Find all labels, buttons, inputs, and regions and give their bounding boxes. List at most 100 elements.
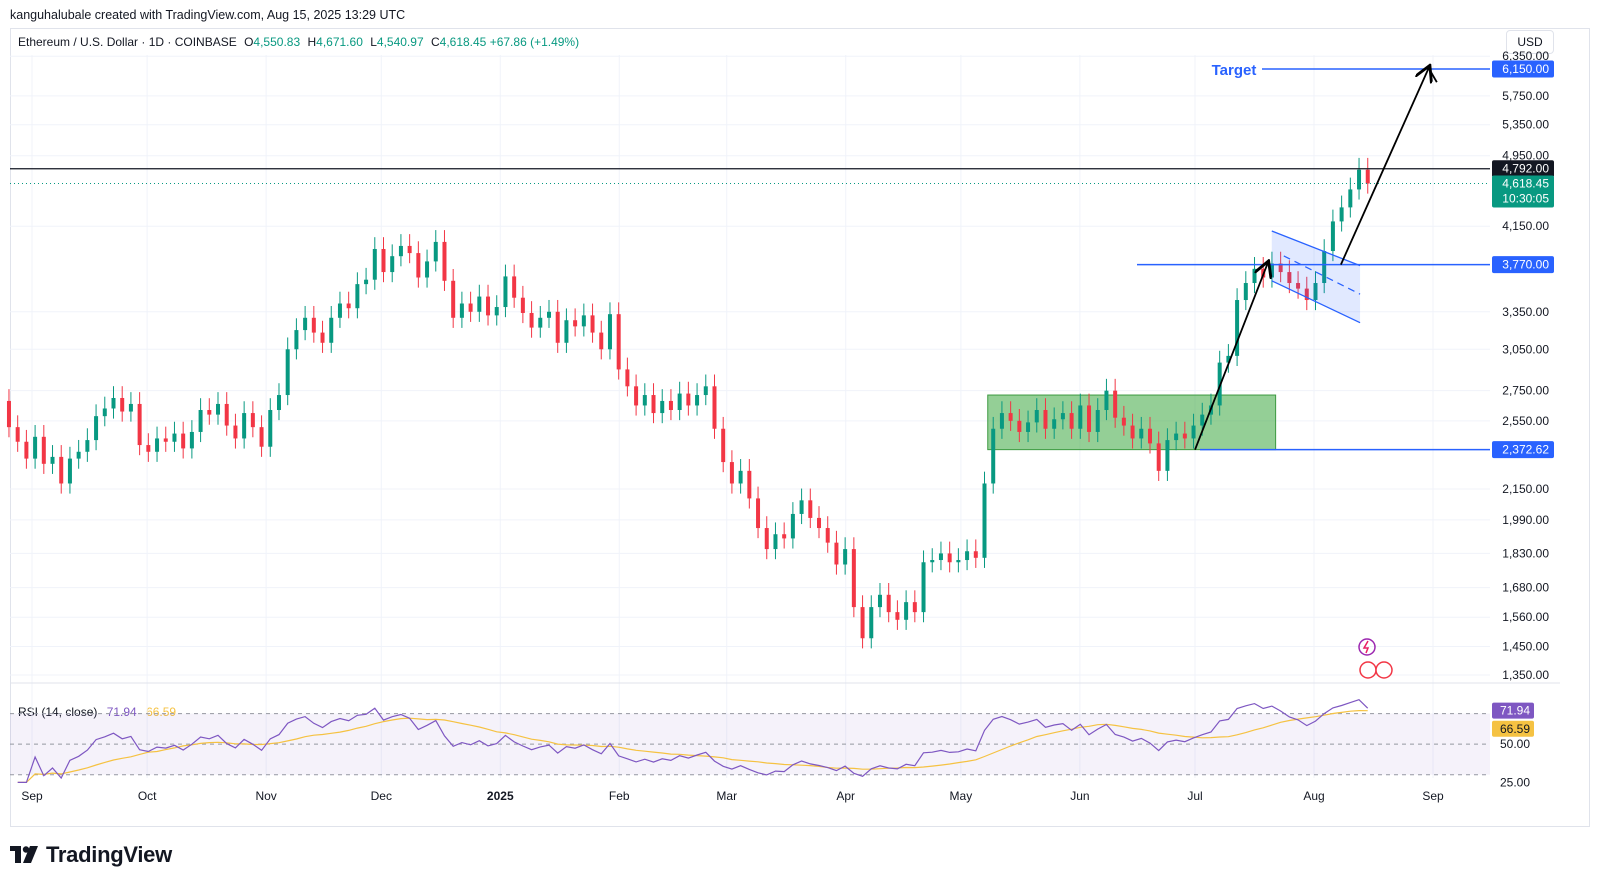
price-tick-label: 6,350.00 <box>1502 49 1549 63</box>
time-tick-label: Sep <box>21 789 43 803</box>
brand-name: TradingView <box>46 842 172 867</box>
bull-flag-channel <box>1271 231 1361 323</box>
candle-body <box>1287 272 1292 284</box>
candle-body <box>1235 300 1240 356</box>
candle-body <box>76 451 81 459</box>
candle-body <box>1147 428 1152 444</box>
candle-body <box>128 403 133 412</box>
candle-body <box>764 528 769 550</box>
candle-body <box>1156 443 1161 471</box>
time-tick-label: Mar <box>716 789 737 803</box>
price-tick-label: 3,050.00 <box>1502 342 1549 356</box>
candle-body <box>494 307 499 316</box>
resistance-price-badge <box>1492 160 1554 178</box>
time-tick-label: May <box>950 789 973 803</box>
candle-body <box>111 397 116 409</box>
range-price-badge-text: 2,372.62 <box>1502 443 1549 457</box>
candle-body <box>703 386 708 396</box>
candle-body <box>259 427 264 447</box>
candle-body <box>1296 283 1301 289</box>
open-label: O <box>244 35 254 49</box>
rsi-legend: RSI (14, close) 71.94 66.59 <box>18 705 176 719</box>
rsi-tick-label: 25.00 <box>1500 775 1530 789</box>
candle-body <box>512 276 517 298</box>
tradingview-logo-icon <box>10 846 38 863</box>
candle-body <box>503 276 508 308</box>
candle-body <box>1113 390 1118 418</box>
target-price-badge <box>1492 60 1554 78</box>
candle-body <box>242 413 247 439</box>
candle-body <box>346 303 351 309</box>
candle-body <box>817 517 822 529</box>
high-value: 4,671.60 <box>316 35 363 49</box>
candle-body <box>616 314 621 370</box>
candle-body <box>50 456 55 464</box>
rsi-title[interactable]: RSI (14, close) <box>18 705 98 719</box>
resistance-price-badge-text: 4,792.00 <box>1502 162 1549 176</box>
candle-body <box>59 456 64 484</box>
candle-body <box>24 441 29 459</box>
candlesticks <box>6 157 1370 649</box>
candle-body <box>329 317 334 343</box>
candle-body <box>869 607 874 639</box>
symbol-name[interactable]: Ethereum / U.S. Dollar · 1D · COINBASE <box>18 35 237 49</box>
candle-body <box>973 551 978 558</box>
candle-body <box>799 500 804 514</box>
candle-body <box>546 311 551 318</box>
candle-body <box>634 386 639 406</box>
candle-body <box>1034 410 1039 423</box>
candle-body <box>442 241 447 281</box>
candle-body <box>982 483 987 558</box>
candle-body <box>372 248 377 280</box>
range-price-badge <box>1492 441 1554 459</box>
candle-body <box>1121 417 1126 426</box>
candle-body <box>294 330 299 350</box>
candle-body <box>459 303 464 318</box>
price-tick-label: 3,350.00 <box>1502 305 1549 319</box>
rsi-ma-badge-text: 66.59 <box>1500 722 1530 736</box>
candle-body <box>991 428 996 484</box>
candle-body <box>425 261 430 278</box>
candle-body <box>834 542 839 565</box>
candle-body <box>581 315 586 327</box>
rsi-pane <box>10 699 1490 784</box>
candle-body <box>250 413 255 428</box>
price-tick-label: 2,150.00 <box>1502 482 1549 496</box>
candle-body <box>276 395 281 411</box>
time-tick-label: Oct <box>138 789 157 803</box>
candle-body <box>15 427 20 442</box>
currency-button[interactable]: USD <box>1506 30 1554 54</box>
candle-body <box>1043 410 1048 429</box>
target-projection-tail <box>1428 68 1438 83</box>
candle-body <box>573 320 578 327</box>
candle-body <box>555 311 560 343</box>
candle-body <box>965 551 970 561</box>
time-tick-label: Jun <box>1070 789 1089 803</box>
close-label: C <box>430 35 440 49</box>
candle-body <box>529 312 534 328</box>
bull-flag-lower-line <box>1271 280 1361 324</box>
price-tick-label: 1,350.00 <box>1502 668 1549 682</box>
candle-body <box>1191 425 1196 439</box>
candle-body <box>1078 405 1083 429</box>
close-value: 4,618.45 <box>439 35 487 49</box>
candle-body <box>938 553 943 561</box>
candle-body <box>407 245 412 254</box>
candle-body <box>695 395 700 406</box>
rsi-tick-label: 50.00 <box>1500 737 1530 751</box>
candle-body <box>904 602 909 620</box>
price-tick-label: 1,990.00 <box>1502 513 1549 527</box>
candle-body <box>1087 405 1092 432</box>
candle-body <box>1304 288 1309 301</box>
candle-body <box>686 393 691 406</box>
candle-body <box>1365 169 1370 184</box>
candle-body <box>320 332 325 343</box>
candle-body <box>1182 433 1187 439</box>
price-tick-label: 2,550.00 <box>1502 414 1549 428</box>
candle-body <box>520 297 525 313</box>
candle-body <box>851 549 856 608</box>
candle-body <box>1313 283 1318 301</box>
grid-lines <box>10 55 1560 778</box>
candle-body <box>33 436 38 459</box>
